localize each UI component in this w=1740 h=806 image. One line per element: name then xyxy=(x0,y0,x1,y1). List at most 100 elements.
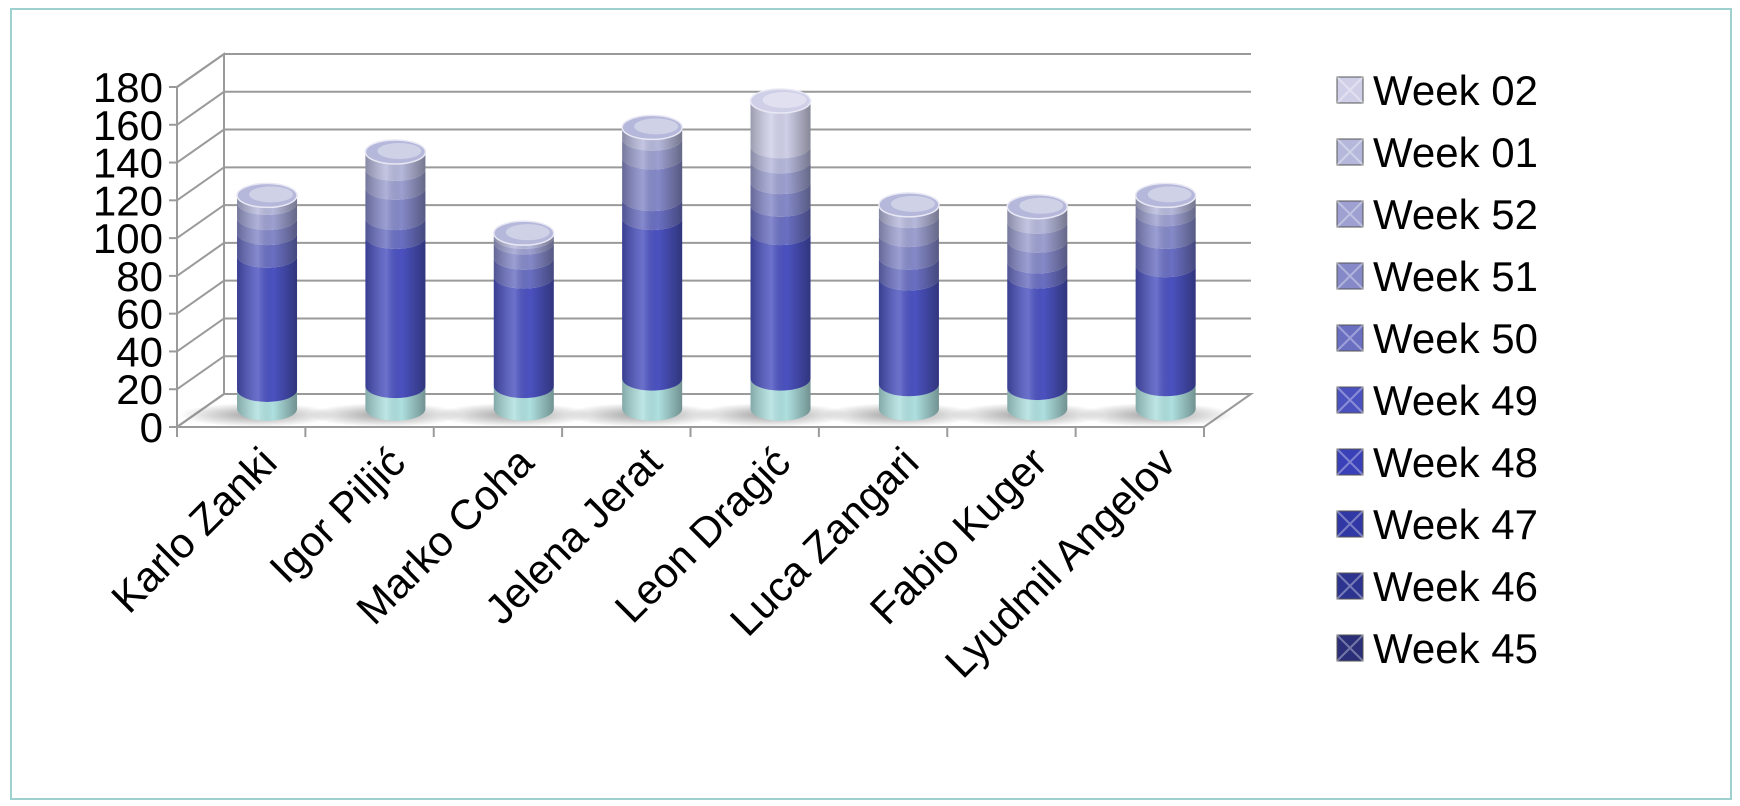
side-wall xyxy=(176,52,225,429)
y-tick-label: 60 xyxy=(116,291,163,338)
bar-1 xyxy=(179,182,336,427)
bar-segment-shading xyxy=(1007,206,1068,234)
legend-label: Week 46 xyxy=(1373,563,1538,610)
gridline xyxy=(176,90,1251,126)
y-tick-label: 80 xyxy=(116,253,163,300)
bar-segment-shading xyxy=(237,255,298,402)
bar-3 xyxy=(435,220,592,427)
legend-swatch-bevel xyxy=(1336,572,1364,600)
bar-2 xyxy=(307,139,464,427)
legend-swatch-bevel xyxy=(1336,262,1364,290)
legend-label: Week 51 xyxy=(1373,253,1538,300)
bar-segment-shading xyxy=(365,218,426,249)
y-tick-label: 0 xyxy=(140,404,163,451)
legend-swatch xyxy=(1336,448,1364,476)
bar-segment-shading xyxy=(1135,214,1196,249)
legend-item: Week 02 xyxy=(1336,67,1538,114)
legend-swatch xyxy=(1336,510,1364,538)
gridlines xyxy=(176,53,1251,428)
bar-segment-shading xyxy=(750,161,811,195)
bar-segment-shading xyxy=(878,257,939,291)
bar-segment-shading xyxy=(750,378,811,421)
y-tick-label: 160 xyxy=(93,102,163,149)
bar-segment-shading xyxy=(365,236,426,399)
legend-swatch-bevel xyxy=(1336,386,1364,414)
legend-swatch-bevel xyxy=(1336,448,1364,476)
bar-segment-shading xyxy=(237,202,298,231)
legend-swatch xyxy=(1336,200,1364,228)
bar-5 xyxy=(692,88,849,427)
bar-segment-shading xyxy=(1007,240,1068,274)
bar-6 xyxy=(820,192,977,427)
bar-segment-shading xyxy=(1135,236,1196,278)
chart-frame: 0 20 40 60 80 100 120 140 160 180 Karlo Zanki Igor… xyxy=(10,8,1732,800)
gridline xyxy=(176,128,1251,164)
y-tick-label: 100 xyxy=(93,215,163,262)
bar-segment-shading xyxy=(1135,265,1196,397)
y-tick-label: 180 xyxy=(93,64,163,111)
bar-segment-shading xyxy=(365,386,426,421)
legend-swatch xyxy=(1336,262,1364,290)
legend-swatch-bevel xyxy=(1336,510,1364,538)
bar-top-cap xyxy=(621,114,683,141)
legend-swatch xyxy=(1336,572,1364,600)
y-tick-label: 120 xyxy=(93,177,163,224)
legend-label: Week 49 xyxy=(1373,377,1538,424)
bar-segment-shading xyxy=(1007,388,1068,421)
bar-segment-shading xyxy=(622,127,683,151)
bar-top-highlight xyxy=(505,224,550,241)
bar-8 xyxy=(1077,182,1234,427)
gridline xyxy=(176,279,1251,315)
legend-swatch xyxy=(1336,76,1364,104)
bar-top-cap xyxy=(236,182,298,209)
legend-swatch xyxy=(1336,138,1364,166)
bar-top-highlight xyxy=(249,186,294,203)
bar-segment-shading xyxy=(237,195,298,215)
gridline xyxy=(176,355,1251,391)
legend-item: Week 50 xyxy=(1336,315,1538,362)
legend-item: Week 49 xyxy=(1336,377,1538,424)
bar-segment-shading xyxy=(1007,221,1068,253)
bars xyxy=(179,88,1234,427)
bar-top-highlight xyxy=(890,195,935,212)
bar-segment-shading xyxy=(493,236,554,255)
bar-segment-shading xyxy=(237,233,298,268)
bar-segment-shading xyxy=(365,168,426,200)
legend-swatch-bevel xyxy=(1336,138,1364,166)
bar-top-cap xyxy=(493,220,555,246)
bar-segment-shading xyxy=(493,386,554,421)
bar-top-highlight xyxy=(762,91,807,108)
y-tick-label: 140 xyxy=(93,140,163,187)
bar-segment-shading xyxy=(493,257,554,289)
gridline xyxy=(176,53,1251,88)
bar-segment-shading xyxy=(237,218,298,246)
bar-segment-shading xyxy=(750,233,811,391)
bar-segment-shading xyxy=(878,278,939,397)
legend-swatch xyxy=(1336,324,1364,352)
bar-segment-shading xyxy=(622,138,683,170)
legend-item: Week 47 xyxy=(1336,501,1538,548)
bar-segment-shading xyxy=(750,204,811,246)
bar-segment-shading xyxy=(493,233,554,249)
bar-segment-shading xyxy=(365,151,426,181)
bar-segment-shading xyxy=(878,235,939,270)
bar-4 xyxy=(564,114,721,427)
bar-segment-shading xyxy=(1135,384,1196,421)
legend-label: Week 50 xyxy=(1373,315,1538,362)
bar-top-cap xyxy=(1134,182,1197,209)
bar-segment-shading xyxy=(493,242,554,270)
legend-item: Week 48 xyxy=(1336,439,1538,486)
bar-top-cap xyxy=(364,139,427,165)
legend-item: Week 45 xyxy=(1336,625,1538,672)
bar-segment-shading xyxy=(493,276,554,399)
bar-top-cap xyxy=(749,88,812,114)
legend-swatch xyxy=(1336,386,1364,414)
gridline xyxy=(176,317,1251,353)
bar-segment-shading xyxy=(365,187,426,231)
bar-segment-shading xyxy=(622,157,683,212)
bar-top-highlight xyxy=(377,142,422,159)
bar-segment-shading xyxy=(878,384,939,421)
